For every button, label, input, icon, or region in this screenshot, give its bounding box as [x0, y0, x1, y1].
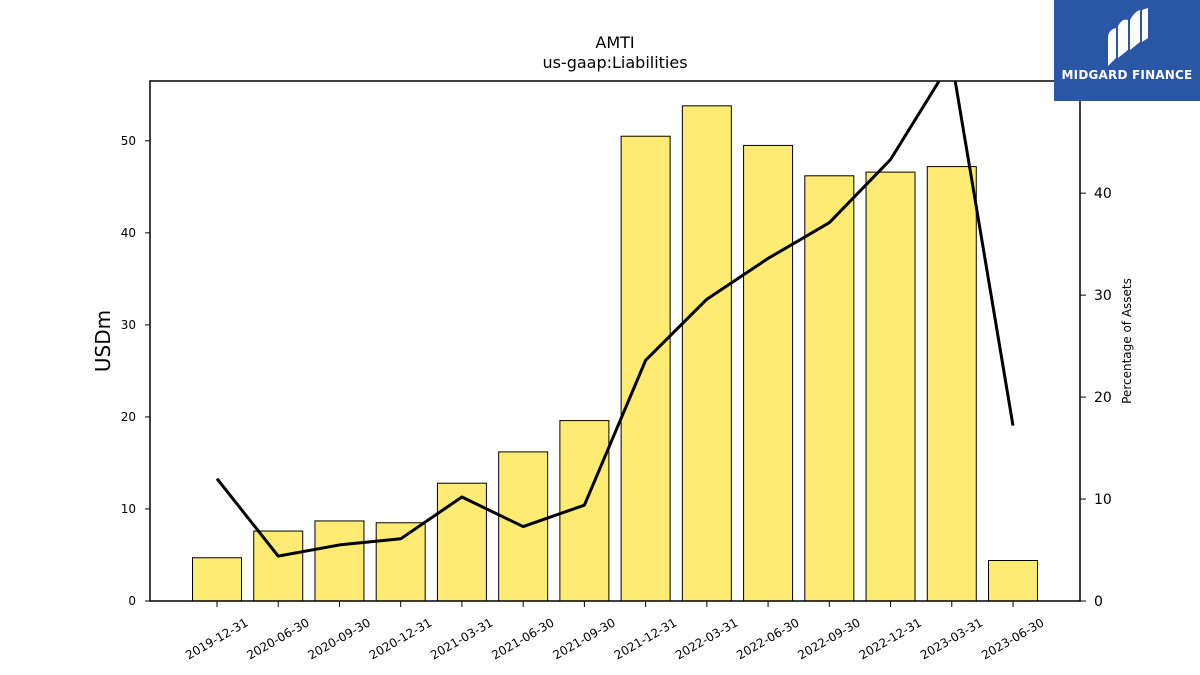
y2-tick-label: 40	[1094, 186, 1112, 202]
y-tick-label: 50	[121, 134, 136, 148]
y-axis-right: 0 10 20 30 40	[1080, 186, 1112, 610]
y2-axis-label: Percentage of Assets	[1120, 278, 1134, 404]
y-tick-label: 40	[121, 226, 136, 240]
bar	[314, 520, 365, 601]
logo-text: MIDGARD FINANCE	[1061, 68, 1193, 82]
bar	[620, 135, 671, 601]
chart-subtitle: us-gaap:Liabilities	[542, 53, 687, 72]
y2-tick-label: 20	[1094, 390, 1112, 406]
y-tick-label: 20	[121, 410, 136, 424]
x-tick-label: 2021-12-31	[612, 615, 679, 662]
x-tick-label: 2022-06-30	[734, 615, 801, 662]
x-tick-label: 2022-03-31	[673, 615, 740, 662]
x-tick-label: 2022-12-31	[857, 615, 924, 662]
logo: MIDGARD FINANCE	[1054, 0, 1200, 101]
y-tick-label: 10	[121, 502, 136, 516]
bar	[804, 175, 855, 601]
bar	[192, 557, 242, 601]
x-tick-label: 2023-03-31	[918, 615, 985, 662]
bar	[988, 560, 1038, 601]
bar	[253, 530, 304, 601]
logo-mark-icon	[1108, 8, 1148, 66]
bar	[743, 144, 794, 601]
x-tick-label: 2020-06-30	[244, 615, 311, 662]
bar	[375, 522, 426, 601]
ratio-line	[215, 81, 1015, 558]
bar	[926, 166, 977, 601]
x-tick-label: 2023-06-30	[979, 615, 1046, 662]
x-tick-label: 2022-09-30	[795, 615, 862, 662]
y-tick-label: 0	[128, 594, 136, 608]
line-group	[215, 81, 1015, 558]
y2-tick-label: 0	[1094, 594, 1103, 610]
x-axis: 2019-12-312020-06-302020-09-302020-12-31…	[183, 601, 1047, 662]
plot-frame	[149, 80, 1081, 602]
x-tick-label: 2020-12-31	[367, 615, 434, 662]
y-axis-left: 0 10 20 30 40 50	[121, 134, 150, 608]
y2-tick-label: 10	[1094, 492, 1112, 508]
bar	[681, 105, 732, 601]
bar	[436, 482, 487, 601]
x-tick-label: 2021-06-30	[489, 615, 556, 662]
x-tick-label: 2021-09-30	[550, 615, 617, 662]
chart-title: AMTI	[595, 33, 634, 52]
x-tick-label: 2021-03-31	[428, 615, 495, 662]
x-tick-label: 2020-09-30	[306, 615, 373, 662]
y2-tick-label: 30	[1094, 288, 1112, 304]
bar	[865, 171, 916, 601]
bars-group	[192, 105, 1038, 601]
x-tick-label: 2019-12-31	[183, 615, 250, 662]
y-tick-label: 30	[121, 318, 136, 332]
y-axis-label: USDm	[91, 310, 115, 372]
